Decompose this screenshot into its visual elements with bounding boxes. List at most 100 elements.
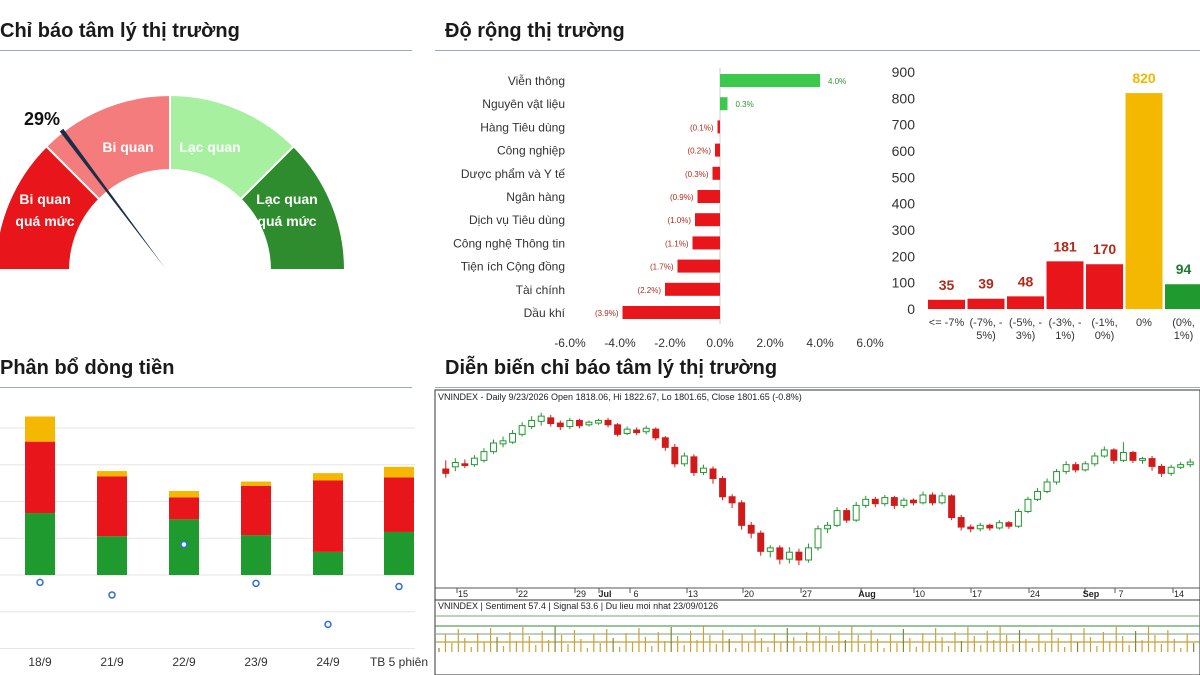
flow-category-label: 22/9 xyxy=(172,655,196,669)
dist-bar xyxy=(928,299,965,309)
breadth-title-rule xyxy=(435,50,1200,51)
candle-x-tick: Aug xyxy=(858,589,876,599)
candle-body xyxy=(1119,452,1127,461)
candle-x-tick: Jul xyxy=(598,589,611,599)
history-section-title: Diễn biến chỉ báo tâm lý thị trường xyxy=(445,357,778,379)
sector-label: Tài chính xyxy=(516,283,565,297)
sector-bar xyxy=(677,259,720,273)
candle-body xyxy=(976,524,984,530)
flow-bar-segment xyxy=(384,531,414,575)
candle-body xyxy=(1148,458,1156,467)
candle-body xyxy=(661,437,669,448)
sector-x-tick: 0.0% xyxy=(706,336,734,350)
candle-body xyxy=(1158,465,1166,474)
sector-x-tick: 4.0% xyxy=(806,336,834,350)
dist-value-label: 181 xyxy=(1053,238,1077,254)
sentiment-panel-header: VNINDEX | Sentiment 57.4 | Signal 53.6 |… xyxy=(438,601,718,611)
candle-body xyxy=(1014,510,1022,527)
sector-x-tick: -2.0% xyxy=(654,336,686,350)
candle-body xyxy=(938,495,946,504)
gauge-title-rule xyxy=(0,50,412,51)
candle-body xyxy=(738,502,746,526)
sector-bar xyxy=(712,166,720,180)
candle-body xyxy=(814,528,822,549)
candle-body xyxy=(709,468,717,480)
dist-category-label: (-7%, -5%) xyxy=(970,317,1003,342)
candle-body xyxy=(528,419,536,428)
sector-label: Công nghệ Thông tin xyxy=(453,236,565,250)
candle-body xyxy=(795,551,803,561)
price-change-distribution-chart: 0 100 200 300 400 500 600 700 800 900 35 <= -7% 39 (-… xyxy=(892,64,1200,342)
sector-bar xyxy=(715,143,720,157)
flow-marker xyxy=(180,540,188,549)
gauge-zone-label: Lạc quan xyxy=(179,139,240,155)
sector-label: Tiện ích Cộng đồng xyxy=(461,260,565,274)
flow-bar-segment xyxy=(384,477,414,532)
candle-body xyxy=(490,442,497,453)
gauge-zone-4 xyxy=(239,144,347,271)
flow-section-title: Phân bổ dòng tiền xyxy=(0,357,175,379)
candle-body xyxy=(700,467,707,473)
candle-body xyxy=(1043,481,1051,493)
gauge-zone-label: Bi quan xyxy=(102,139,153,155)
candle-body xyxy=(470,457,478,466)
sector-value-label: 0.3% xyxy=(736,100,754,109)
candle-body xyxy=(824,524,832,530)
sector-value-label: 4.0% xyxy=(828,77,846,86)
candle-x-tick: 6 xyxy=(633,589,638,599)
sector-value-label: (0.1%) xyxy=(690,123,714,132)
sector-label: Nguyên vật liệu xyxy=(482,97,565,111)
sector-bar xyxy=(695,213,720,227)
candle-body xyxy=(451,462,459,468)
candle-x-tick: 24 xyxy=(1030,589,1040,599)
candle-body xyxy=(957,517,965,528)
sector-x-tick: -6.0% xyxy=(554,336,586,350)
flow-marker xyxy=(108,591,116,599)
candle-body xyxy=(1024,498,1032,512)
gauge-value-label: 29% xyxy=(24,109,60,129)
candle-x-tick: Sep xyxy=(1083,589,1100,599)
candle-body xyxy=(1139,458,1146,461)
dist-bar xyxy=(1007,296,1044,309)
sector-value-label: (3.9%) xyxy=(595,309,619,318)
flow-bar-segment xyxy=(97,476,127,537)
candle-body xyxy=(575,419,583,427)
candle-chart-header: VNINDEX - Daily 9/23/2026 Open 1818.06, … xyxy=(438,392,802,402)
sector-label: Dược phẩm và Y tế xyxy=(461,167,566,181)
flow-category-label: TB 5 phiên xyxy=(370,655,428,669)
candle-body xyxy=(1186,461,1194,466)
candle-body xyxy=(623,428,631,434)
candle-body xyxy=(547,417,555,424)
sector-label: Ngân hàng xyxy=(506,190,565,204)
dist-value-label: 48 xyxy=(1018,273,1034,289)
dist-category-label: (0%, 1%) xyxy=(1172,317,1195,342)
candle-body xyxy=(1081,463,1089,471)
dist-bar xyxy=(1165,284,1200,309)
candle-body xyxy=(747,524,755,534)
sector-value-label: (0.9%) xyxy=(670,193,694,202)
candle-body xyxy=(871,498,879,505)
dist-value-label: 39 xyxy=(978,276,994,292)
candle-body xyxy=(833,510,841,526)
sector-x-tick: -4.0% xyxy=(604,336,636,350)
dist-y-tick: 200 xyxy=(892,248,916,264)
candle-body xyxy=(642,427,650,433)
history-title-rule xyxy=(435,387,1200,388)
sector-label: Dịch vụ Tiêu dùng xyxy=(469,213,565,227)
candle-body xyxy=(862,498,870,506)
candle-body xyxy=(785,551,793,560)
candle-body xyxy=(585,421,593,426)
sector-x-tick: 6.0% xyxy=(856,336,884,350)
candle-body xyxy=(1005,522,1013,527)
flow-bar-segment xyxy=(25,416,55,442)
sector-label: Hàng Tiêu dùng xyxy=(480,120,565,134)
flow-bar-segment xyxy=(25,513,55,575)
candle-body xyxy=(680,455,688,465)
dist-y-tick: 600 xyxy=(892,143,916,159)
candle-x-tick: 29 xyxy=(576,589,586,599)
dist-y-tick: 800 xyxy=(892,90,916,106)
flow-title-rule xyxy=(0,387,412,388)
sector-bar xyxy=(692,236,720,250)
candle-body xyxy=(728,496,736,504)
candle-body xyxy=(1034,491,1041,500)
